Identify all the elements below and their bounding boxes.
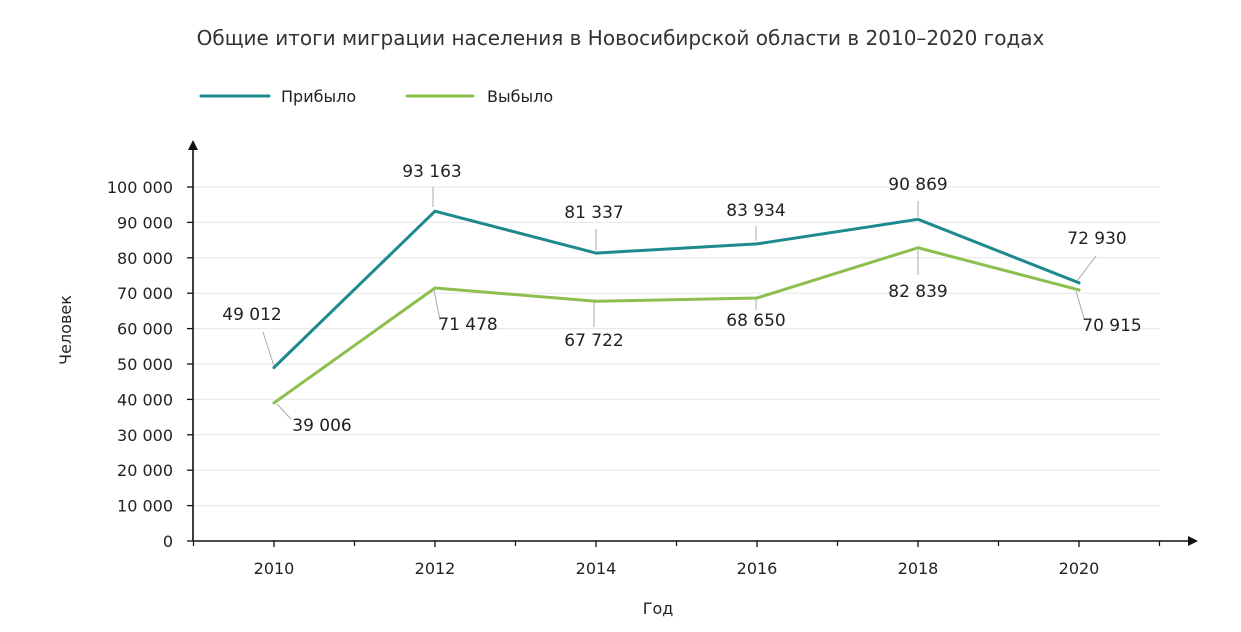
data-label-leader bbox=[1076, 255, 1097, 282]
x-axis-arrow-icon bbox=[1188, 536, 1198, 546]
data-label: 71 478 bbox=[438, 315, 497, 335]
x-tick-label: 2020 bbox=[1059, 559, 1100, 578]
data-point bbox=[272, 401, 276, 405]
data-label: 81 337 bbox=[564, 203, 623, 223]
y-tick-label: 40 000 bbox=[117, 390, 173, 409]
y-tick-label: 30 000 bbox=[117, 426, 173, 445]
data-label-leader bbox=[276, 403, 292, 420]
x-tick-label: 2018 bbox=[898, 559, 939, 578]
y-tick-label: 90 000 bbox=[117, 213, 173, 232]
chart-title: Общие итоги миграции населения в Новосиб… bbox=[196, 26, 1045, 50]
data-label: 72 930 bbox=[1067, 229, 1126, 249]
series-line-2 bbox=[272, 246, 1081, 405]
y-tick-label: 60 000 bbox=[117, 320, 173, 339]
y-tick-label: 0 bbox=[163, 532, 173, 551]
data-label-leader bbox=[1075, 290, 1085, 319]
data-label: 49 012 bbox=[222, 305, 281, 325]
data-label: 90 869 bbox=[888, 175, 947, 195]
data-point bbox=[1077, 281, 1081, 285]
x-tick-label: 2014 bbox=[576, 559, 617, 578]
data-point bbox=[1077, 288, 1081, 292]
x-tick-label: 2010 bbox=[254, 559, 295, 578]
legend-label-1: Прибыло bbox=[281, 87, 356, 106]
y-tick-label: 100 000 bbox=[107, 178, 173, 197]
x-tick-label: 2016 bbox=[737, 559, 778, 578]
y-axis-arrow-icon bbox=[188, 140, 198, 150]
data-label-leader bbox=[433, 289, 441, 321]
series-line-1 bbox=[272, 209, 1081, 369]
data-label: 93 163 bbox=[402, 162, 461, 182]
x-tick-label: 2012 bbox=[415, 559, 456, 578]
data-label: 82 839 bbox=[888, 282, 947, 302]
y-tick-label: 20 000 bbox=[117, 461, 173, 480]
y-tick-label: 70 000 bbox=[117, 284, 173, 303]
data-point bbox=[916, 246, 920, 250]
data-point bbox=[916, 217, 920, 221]
data-label: 39 006 bbox=[292, 416, 351, 436]
legend-label-2: Выбыло bbox=[487, 87, 553, 106]
data-point bbox=[272, 365, 276, 369]
y-axis-title: Человек bbox=[56, 295, 75, 365]
data-point bbox=[594, 299, 598, 303]
data-label: 70 915 bbox=[1082, 316, 1141, 336]
data-label: 83 934 bbox=[726, 201, 785, 221]
data-label: 68 650 bbox=[726, 311, 785, 331]
data-point bbox=[594, 251, 598, 255]
data-point bbox=[433, 209, 437, 213]
y-tick-label: 10 000 bbox=[117, 497, 173, 516]
y-tick-label: 50 000 bbox=[117, 355, 173, 374]
data-label: 67 722 bbox=[564, 331, 623, 351]
data-point bbox=[433, 286, 437, 290]
data-label-leader bbox=[262, 331, 275, 367]
x-axis-title: Год bbox=[643, 599, 674, 618]
y-tick-label: 80 000 bbox=[117, 249, 173, 268]
data-point bbox=[755, 242, 759, 246]
